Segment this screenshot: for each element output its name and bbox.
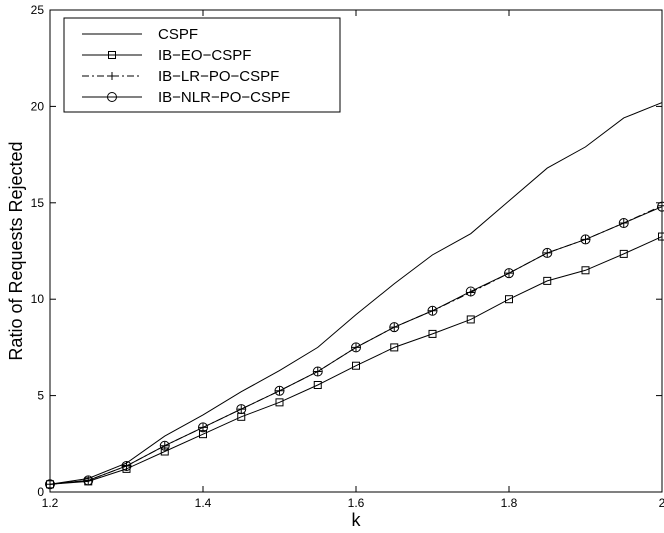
x-tick-label: 1.6 xyxy=(348,496,365,510)
data-point-square xyxy=(619,249,628,258)
x-tick-label: 1.2 xyxy=(42,496,59,510)
legend-label: CSPF xyxy=(158,26,198,43)
data-point-circle xyxy=(121,460,132,471)
data-point-circle xyxy=(618,218,629,229)
legend: CSPF IB−EO−CSPF IB−LR−PO−CSPF IB−NLR−PO−CSP… xyxy=(63,17,341,113)
data-point-circle xyxy=(107,92,117,102)
data-point-plus xyxy=(108,72,116,80)
data-point-circle xyxy=(274,385,285,396)
data-point-square xyxy=(505,295,513,304)
legend-label: IB−NLR−PO−CSPF xyxy=(158,89,290,106)
data-point-square xyxy=(390,343,399,352)
data-point-circle xyxy=(198,422,208,433)
data-point-circle xyxy=(465,286,476,297)
y-tick-label: 5 xyxy=(37,389,44,403)
data-point-circle xyxy=(236,404,247,415)
series-line xyxy=(49,206,663,485)
data-point-circle xyxy=(45,479,55,490)
y-tick-label: 15 xyxy=(31,196,45,210)
data-point-square xyxy=(352,361,360,370)
series-line xyxy=(49,102,663,485)
legend-label: IB−EO−CSPF xyxy=(158,47,251,64)
y-axis-label: Ratio of Requests Rejected xyxy=(6,141,26,360)
data-point-circle xyxy=(389,322,400,333)
data-point-circle xyxy=(580,234,591,245)
data-point-square xyxy=(466,315,475,324)
data-point-square xyxy=(658,232,664,241)
y-tick-label: 25 xyxy=(31,3,45,17)
data-point-square xyxy=(428,329,437,338)
series-0 xyxy=(49,102,663,485)
data-point-circle xyxy=(542,247,553,258)
x-tick-label: 1.4 xyxy=(195,496,212,510)
data-point-circle xyxy=(159,440,170,451)
x-tick-label: 2 xyxy=(659,496,664,510)
data-point-circle xyxy=(657,201,664,212)
x-axis-label: k xyxy=(352,510,362,530)
data-point-square xyxy=(543,276,552,285)
series-layer xyxy=(45,102,664,490)
data-point-square xyxy=(275,398,284,407)
data-point-square xyxy=(108,51,116,59)
y-tick-label: 0 xyxy=(37,485,44,499)
x-tick-label: 1.8 xyxy=(501,496,518,510)
series-3 xyxy=(45,201,664,490)
y-tick-label: 20 xyxy=(31,99,45,113)
data-point-circle xyxy=(427,305,438,316)
series-line xyxy=(49,236,663,485)
data-point-circle xyxy=(83,475,94,486)
data-point-square xyxy=(581,266,590,275)
legend-label: IB−LR−PO−CSPF xyxy=(158,68,279,85)
data-point-square xyxy=(313,380,322,389)
data-point-circle xyxy=(504,268,514,279)
y-tick-label: 10 xyxy=(31,292,45,306)
data-point-circle xyxy=(312,366,323,377)
data-point-plus xyxy=(658,201,664,210)
data-point-circle xyxy=(351,342,361,353)
